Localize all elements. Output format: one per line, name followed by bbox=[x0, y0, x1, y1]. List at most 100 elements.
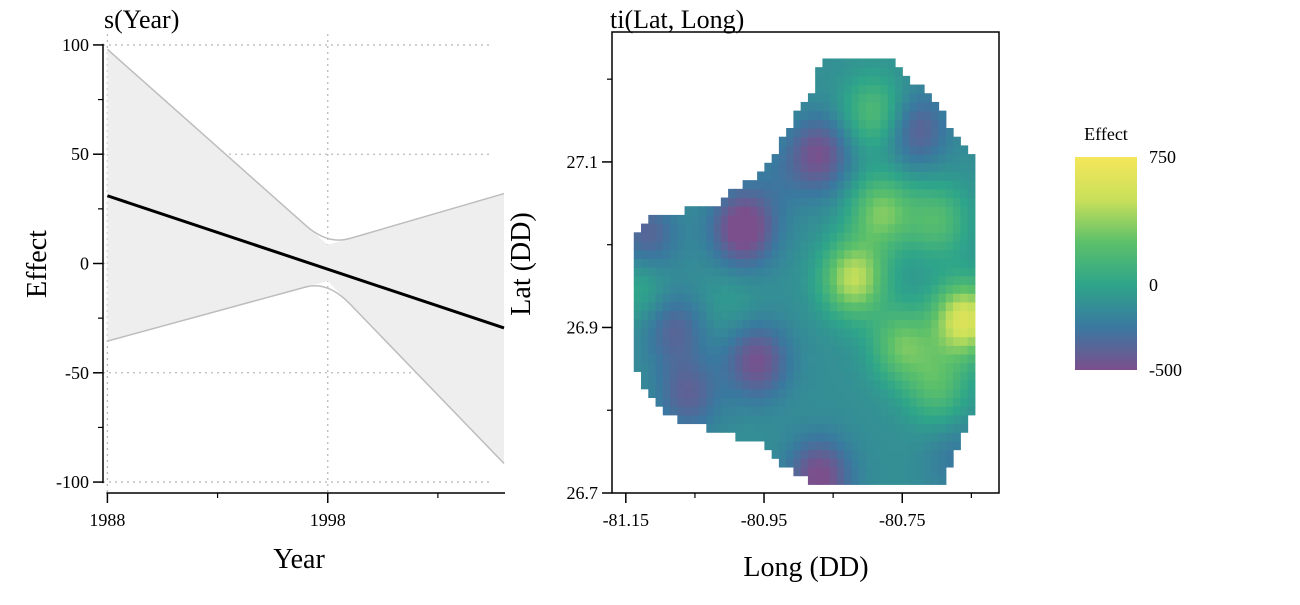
heatmap-tile bbox=[931, 406, 940, 416]
heatmap-tile bbox=[836, 240, 845, 251]
heatmap-tile bbox=[894, 466, 903, 477]
heatmap-tile bbox=[894, 171, 903, 181]
heatmap-tile bbox=[858, 119, 867, 129]
heatmap-tile bbox=[924, 345, 932, 355]
heatmap-tile bbox=[938, 388, 947, 399]
heatmap-tile bbox=[938, 110, 947, 120]
heatmap-tile bbox=[670, 275, 678, 286]
heatmap-tile bbox=[916, 449, 925, 459]
heatmap-tile bbox=[851, 414, 860, 425]
heatmap-tile bbox=[764, 371, 773, 381]
heatmap-tile bbox=[865, 232, 874, 242]
heatmap-tile bbox=[778, 319, 787, 329]
heatmap-tile bbox=[648, 319, 657, 329]
heatmap-tile bbox=[699, 336, 707, 346]
heatmap-tile bbox=[786, 414, 795, 425]
heatmap-tile bbox=[764, 345, 773, 355]
heatmap-tile bbox=[742, 371, 751, 381]
heatmap-tile bbox=[916, 188, 925, 199]
heatmap-tile bbox=[909, 353, 918, 364]
heatmap-tile bbox=[720, 284, 729, 294]
heatmap-tile bbox=[771, 432, 780, 442]
heatmap-tile bbox=[670, 240, 678, 251]
heatmap-tile bbox=[858, 93, 867, 103]
heatmap-tile bbox=[953, 267, 961, 277]
heatmap-tile bbox=[887, 397, 896, 407]
heatmap-tile bbox=[764, 327, 773, 338]
heatmap-tile bbox=[858, 440, 867, 451]
heatmap-tile bbox=[662, 362, 671, 372]
heatmap-tile bbox=[960, 171, 969, 181]
heatmap-tile bbox=[633, 258, 642, 268]
heatmap-tile bbox=[945, 388, 954, 399]
heatmap-tile bbox=[924, 414, 932, 425]
heatmap-tile bbox=[953, 171, 961, 181]
heatmap-tile bbox=[648, 267, 657, 277]
heatmap-tile bbox=[691, 414, 700, 425]
heatmap-tile bbox=[807, 119, 816, 129]
heatmap-tile bbox=[691, 319, 700, 329]
heatmap-tile bbox=[924, 232, 932, 242]
heatmap-tile bbox=[851, 440, 860, 451]
heatmap-tile bbox=[793, 380, 802, 390]
heatmap-tile bbox=[655, 388, 664, 399]
heatmap-tile bbox=[851, 84, 860, 94]
heatmap-tile bbox=[924, 180, 932, 190]
heatmap-tile bbox=[858, 249, 867, 259]
heatmap-tile bbox=[865, 197, 874, 207]
heatmap-tile bbox=[858, 310, 867, 320]
heatmap-tile bbox=[764, 362, 773, 372]
heatmap-tile bbox=[633, 362, 642, 372]
y-tick-label: 100 bbox=[62, 35, 89, 55]
long-x-axis-title: Long (DD) bbox=[743, 552, 868, 583]
heatmap-tile bbox=[822, 223, 831, 233]
heatmap-tile bbox=[865, 188, 874, 199]
confidence-band-lower-edge bbox=[107, 285, 505, 465]
heatmap-tile bbox=[909, 284, 918, 294]
heatmap-tile bbox=[916, 93, 925, 103]
heatmap-tile bbox=[764, 380, 773, 390]
heatmap-tile bbox=[851, 345, 860, 355]
heatmap-tile bbox=[713, 275, 722, 286]
heatmap-tile bbox=[684, 258, 693, 268]
heatmap-tile bbox=[844, 240, 853, 251]
heatmap-tile bbox=[873, 336, 882, 346]
heatmap-tile bbox=[778, 310, 787, 320]
heatmap-tile bbox=[699, 275, 707, 286]
heatmap-tile bbox=[858, 449, 867, 459]
heatmap-tile bbox=[641, 353, 649, 364]
heatmap-tile bbox=[735, 414, 744, 425]
heatmap-tile bbox=[742, 301, 751, 312]
heatmap-tile bbox=[873, 432, 882, 442]
heatmap-tile bbox=[633, 249, 642, 259]
heatmap-tile bbox=[880, 423, 889, 433]
heatmap-tile bbox=[865, 162, 874, 173]
heatmap-tile bbox=[778, 353, 787, 364]
heatmap-tile bbox=[938, 223, 947, 233]
heatmap-tile bbox=[800, 171, 809, 181]
heatmap-tile bbox=[967, 214, 976, 225]
heatmap-tile bbox=[851, 171, 860, 181]
heatmap-tile bbox=[880, 171, 889, 181]
heatmap-tile bbox=[858, 275, 867, 286]
heatmap-tile bbox=[691, 406, 700, 416]
heatmap-tile bbox=[786, 162, 795, 173]
heatmap-tile bbox=[829, 371, 838, 381]
heatmap-tile bbox=[916, 293, 925, 303]
heatmap-tile bbox=[800, 449, 809, 459]
heatmap-tile bbox=[851, 475, 860, 485]
heatmap-tile bbox=[967, 232, 976, 242]
heatmap-tile bbox=[670, 406, 678, 416]
heatmap-tile bbox=[931, 397, 940, 407]
heatmap-tile bbox=[865, 388, 874, 399]
heatmap-tile bbox=[807, 110, 816, 120]
heatmap-tile bbox=[887, 136, 896, 146]
heatmap-tile bbox=[793, 319, 802, 329]
heatmap-tile bbox=[916, 128, 925, 138]
heatmap-tile bbox=[924, 93, 932, 103]
heatmap-tile bbox=[938, 275, 947, 286]
heatmap-tile bbox=[749, 362, 758, 372]
heatmap-tile bbox=[807, 414, 816, 425]
heatmap-tile bbox=[764, 258, 773, 268]
